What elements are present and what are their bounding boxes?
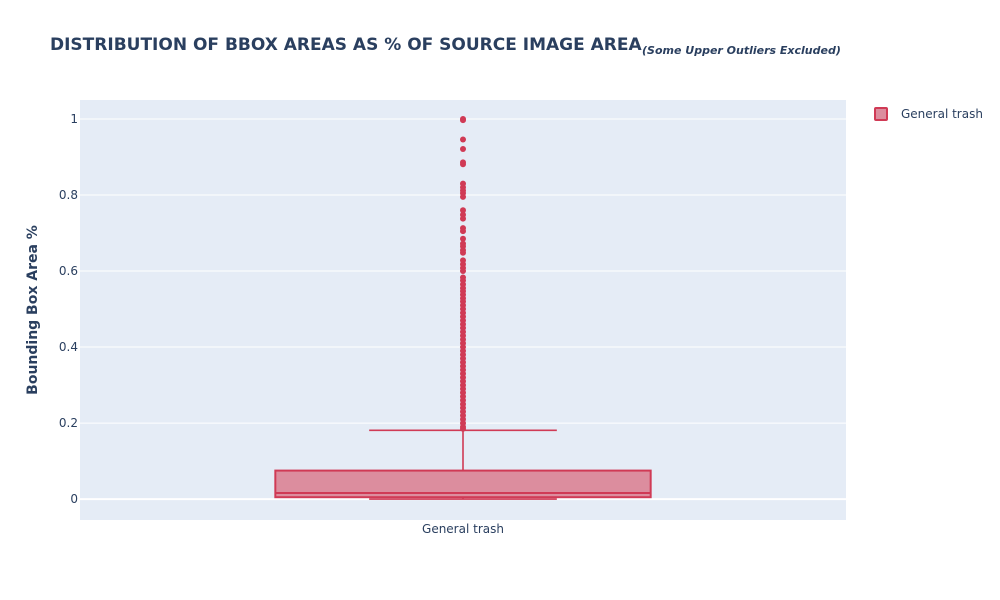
- chart-title: DISTRIBUTION OF BBOX AREAS AS % OF SOURC…: [50, 35, 643, 55]
- legend-label[interactable]: General trash: [901, 107, 983, 121]
- y-tick-label: 1: [70, 112, 78, 126]
- outlier-point[interactable]: [460, 136, 466, 143]
- y-tick-label: 0: [70, 492, 78, 506]
- y-tick-label: 0.8: [59, 188, 78, 202]
- y-axis-title: Bounding Box Area %: [25, 225, 41, 395]
- outlier-point[interactable]: [460, 228, 466, 235]
- outlier-point[interactable]: [460, 146, 466, 153]
- outlier-point[interactable]: [460, 117, 466, 124]
- y-tick-labels: 0 0.2 0.4 0.6 0.8 1: [59, 112, 78, 506]
- y-tick-label: 0.2: [59, 416, 78, 430]
- legend[interactable]: General trash: [874, 107, 983, 121]
- y-tick-label: 0.6: [59, 264, 78, 278]
- outlier-point[interactable]: [460, 235, 466, 242]
- x-tick-labels: General trash: [422, 522, 504, 536]
- outlier-point[interactable]: [460, 425, 466, 432]
- chart-subtitle: (Some Upper Outliers Excluded): [642, 44, 841, 57]
- box-traces[interactable]: [274, 116, 652, 500]
- outlier-point[interactable]: [460, 215, 466, 222]
- outlier-point[interactable]: [460, 161, 466, 168]
- x-tick-label: General trash: [422, 522, 504, 536]
- outlier-point[interactable]: [460, 193, 466, 200]
- outlier-point[interactable]: [460, 268, 466, 275]
- y-tick-label: 0.4: [59, 340, 78, 354]
- outlier-point[interactable]: [460, 249, 466, 256]
- legend-swatch: [874, 107, 888, 121]
- outlier-point[interactable]: [460, 207, 466, 214]
